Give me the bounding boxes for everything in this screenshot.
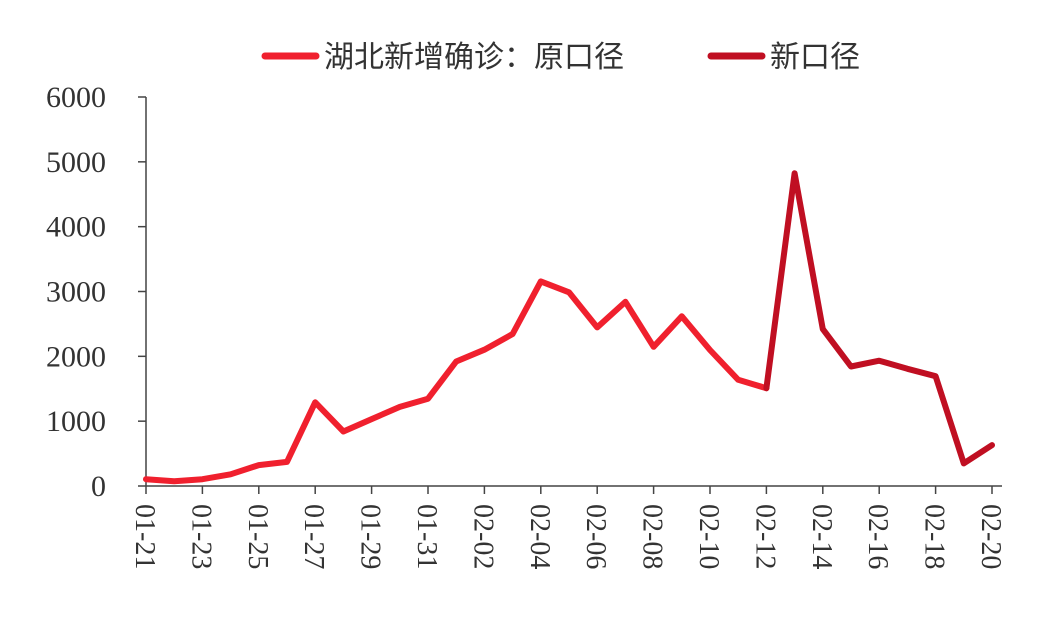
x-tick-label: 02-12	[749, 504, 780, 569]
y-tick-label: 0	[91, 470, 106, 503]
y-tick-label: 1000	[46, 405, 106, 438]
x-tick-label: 02-06	[580, 504, 611, 569]
x-axis: 01-21 01-23 01-25 01-27 01-29 01-31 02-02 02-04…	[129, 485, 1006, 569]
y-tick-label: 3000	[46, 276, 106, 309]
x-tick-label: 02-16	[862, 504, 893, 569]
x-tick-label: 02-10	[693, 504, 724, 569]
x-tick-label: 02-04	[524, 504, 555, 569]
x-tick-label: 02-02	[467, 504, 498, 569]
x-tick-label: 02-18	[919, 504, 950, 569]
x-tick-label: 02-14	[806, 504, 837, 569]
x-tick-label: 02-20	[975, 504, 1006, 569]
legend-label-original: 湖北新增确诊：原口径	[324, 40, 624, 75]
x-tick-label: 01-29	[355, 504, 386, 569]
legend-label-new: 新口径	[770, 40, 860, 75]
legend: 湖北新增确诊：原口径 新口径	[261, 40, 860, 75]
y-tick-label: 4000	[46, 211, 106, 244]
y-tick-label: 2000	[46, 340, 106, 373]
x-tick-label: 01-31	[411, 504, 442, 569]
x-tick-label: 01-23	[185, 504, 216, 569]
series-layer	[143, 170, 995, 485]
y-tick-label: 5000	[46, 146, 106, 179]
y-axis: 0 1000 2000 3000 4000 5000 6000	[46, 81, 147, 503]
x-tick-label: 02-08	[637, 504, 668, 569]
y-tick-label: 6000	[46, 81, 106, 114]
x-tick-label: 01-21	[129, 504, 160, 569]
x-tick-label: 01-27	[298, 504, 329, 569]
series-line-1	[763, 170, 995, 467]
series-line-0	[143, 278, 770, 485]
x-tick-label: 01-25	[242, 504, 273, 569]
